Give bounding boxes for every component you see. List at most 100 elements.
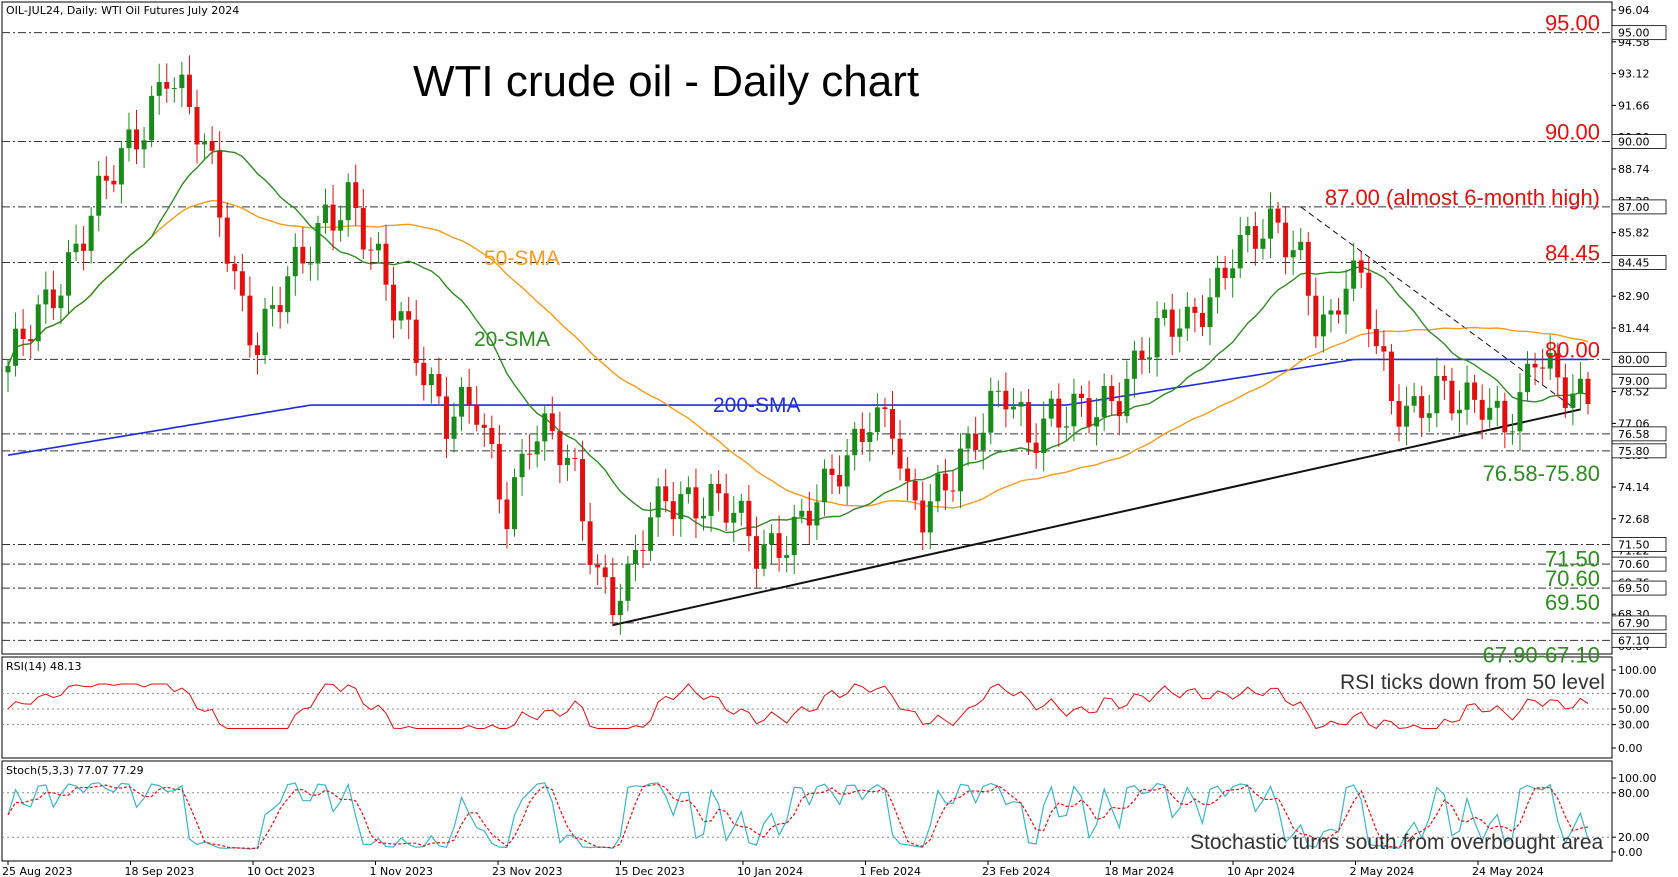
candle-body [43, 289, 49, 305]
candle-body [670, 501, 676, 520]
rsi-tick-label: 30.00 [1618, 719, 1650, 732]
candle-body [1547, 353, 1553, 369]
candle-body [345, 182, 351, 221]
candle-body [958, 448, 964, 492]
candle-body [481, 424, 487, 428]
level-tag-text: 87.00 [1618, 201, 1650, 214]
candle-body [406, 311, 412, 320]
x-tick-label: 24 May 2024 [1472, 865, 1544, 877]
candle-body [685, 487, 691, 495]
level-tag [1611, 426, 1667, 442]
level-label: 80.00 [1545, 337, 1600, 362]
candle-body [1366, 272, 1372, 330]
level-tag-text: 75.80 [1618, 445, 1650, 458]
candle-body [436, 373, 442, 397]
candle-body [247, 295, 253, 346]
candle-body [867, 432, 873, 443]
candle-body [307, 263, 313, 265]
level-tag-text: 95.00 [1618, 27, 1650, 40]
candle-body [1298, 241, 1304, 251]
candle-body [504, 499, 510, 530]
candle-body [73, 243, 79, 253]
candle-body [315, 223, 321, 264]
candle-body [368, 249, 374, 251]
y-tick-label: 88.74 [1618, 163, 1650, 176]
candle-body [300, 246, 306, 264]
stoch-indicator: 100.00 80.00 20.00 0.00 [2, 772, 1657, 859]
y-tick-label: 74.14 [1618, 481, 1650, 494]
candle-body [821, 468, 827, 503]
candle-body [360, 208, 366, 250]
candle-body [1139, 350, 1145, 360]
level-label: 87.00 (almost 6-month high) [1325, 185, 1600, 210]
level-tag-text: 71.50 [1618, 539, 1650, 552]
candle-body [1419, 396, 1425, 418]
candle-body [1540, 367, 1546, 369]
candle-body [1116, 401, 1122, 417]
sma20-line [7, 149, 1589, 534]
candle-body [194, 107, 200, 145]
x-tick-label: 10 Jan 2024 [737, 865, 803, 877]
candle-body [1026, 402, 1032, 443]
candle-body [1222, 267, 1228, 279]
candle-body [542, 413, 548, 442]
candle-body [905, 468, 911, 481]
candle-body [466, 386, 472, 405]
candle-body [353, 182, 359, 209]
rsi-tick-label: 100.00 [1618, 664, 1657, 677]
candle-body [1184, 306, 1190, 329]
candle-body [1033, 442, 1039, 454]
level-lines [2, 32, 1612, 641]
stoch-d-path [7, 783, 1589, 849]
candle-body [950, 490, 956, 492]
level-tag [1611, 556, 1667, 572]
candle-body [874, 407, 880, 433]
candle-body [88, 215, 94, 251]
candle-body [1147, 357, 1153, 360]
level-tag-text: 69.50 [1618, 582, 1650, 595]
candle-body [1456, 409, 1462, 414]
candle-body [285, 276, 291, 313]
x-tick-label: 1 Feb 2024 [860, 865, 921, 877]
candle-body [186, 74, 192, 108]
candle-body [65, 252, 71, 296]
current-price-tag [1611, 373, 1667, 389]
candle-body [391, 284, 397, 321]
y-tick-label: 81.44 [1618, 322, 1650, 335]
level-tag-text: 67.90 [1618, 617, 1650, 630]
candle-body [496, 444, 502, 500]
candle-body [1086, 398, 1092, 427]
candle-body [1071, 393, 1077, 427]
candle-body [20, 328, 26, 340]
candle-body [617, 600, 623, 616]
x-tick-label: 1 Nov 2023 [370, 865, 433, 877]
level-labels: 95.00 95.00 90.00 90.00 87.00 87.00 (almost 6… [1325, 11, 1667, 667]
candle-body [239, 271, 245, 296]
candle-body [1343, 288, 1349, 315]
sma200-line [7, 358, 1588, 456]
candle-body [1048, 398, 1054, 419]
candle-body [428, 373, 434, 386]
candle-body [799, 510, 805, 517]
candles [5, 55, 1591, 635]
candle-body [1585, 378, 1591, 404]
candle-body [1290, 250, 1296, 258]
candle-body [1305, 241, 1311, 296]
candle-body [519, 453, 525, 478]
candle-body [701, 515, 707, 519]
candle-body [1404, 405, 1410, 427]
candle-body [595, 564, 601, 568]
level-tag-text: 70.60 [1618, 558, 1650, 571]
candle-body [564, 458, 570, 466]
candle-body [1509, 431, 1515, 433]
x-tick-label: 10 Oct 2023 [247, 865, 315, 877]
level-label: 67.90-67.10 [1483, 642, 1600, 667]
candle-body [761, 544, 767, 569]
candle-body [111, 180, 117, 185]
candle-body [942, 473, 948, 491]
candle-body [375, 243, 381, 251]
candle-body [995, 390, 1001, 392]
level-tag [1611, 25, 1667, 41]
candle-body [889, 409, 895, 439]
candle-body [1555, 353, 1561, 378]
